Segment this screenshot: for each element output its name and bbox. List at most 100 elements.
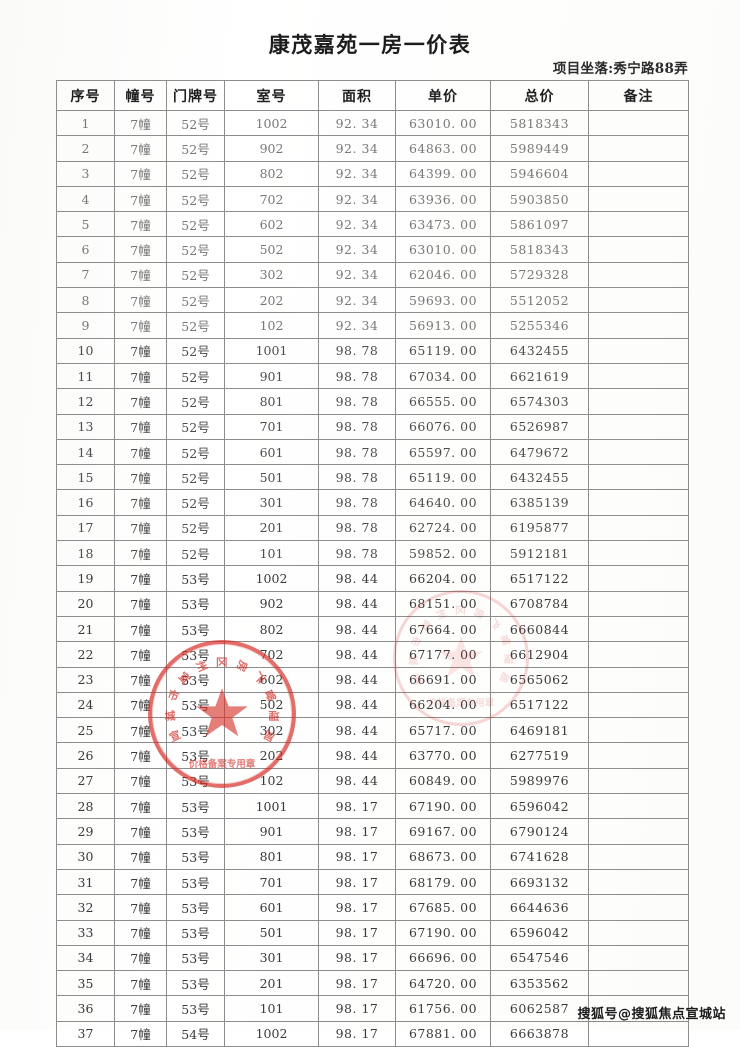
cell-room: 202 [224,287,319,314]
cell-building: 7幢 [114,793,167,820]
column-header-area: 面积 [318,80,396,111]
cell-total: 6621619 [490,362,589,390]
cell-area: 98. 44 [318,717,396,744]
cell-unit: 68673. 00 [395,843,491,870]
cell-building: 7幢 [114,944,167,972]
cell-seq: 22 [56,641,115,668]
cell-door: 53号 [166,944,225,972]
cell-unit: 61756. 00 [395,995,491,1022]
cell-room: 902 [224,135,319,162]
cell-total: 6708784 [490,590,589,617]
cell-total: 5729328 [490,261,589,289]
cell-total: 5512052 [490,287,589,314]
cell-room: 102 [224,767,319,795]
cell-seq: 16 [56,489,115,516]
cell-note [588,312,689,339]
cell-area: 98. 78 [318,514,396,542]
cell-total: 5946604 [490,160,589,187]
cell-unit: 56913. 00 [395,312,491,339]
cell-note [588,464,689,491]
cell-room: 201 [224,970,319,997]
cell-seq: 31 [56,868,115,896]
cell-total: 6596042 [490,919,589,946]
cell-door: 52号 [166,236,225,263]
cell-area: 98. 78 [318,413,396,440]
cell-note [588,944,689,972]
cell-seq: 28 [56,793,115,820]
cell-unit: 65717. 00 [395,717,491,744]
cell-unit: 66555. 00 [395,388,491,415]
table-row: 35 7幢 53号 201 98. 17 64720. 00 6353562 [56,970,689,997]
cell-area: 92. 34 [318,261,396,289]
cell-building: 7幢 [114,287,167,314]
column-header-note: 备注 [588,80,689,111]
table-row: 2 7幢 52号 902 92. 34 64863. 00 5989449 [56,135,689,162]
table-row: 30 7幢 53号 801 98. 17 68673. 00 6741628 [56,843,689,870]
cell-total: 6432455 [490,464,589,491]
cell-seq: 14 [56,438,115,466]
table-row: 31 7幢 53号 701 98. 17 68179. 00 6693132 [56,868,689,896]
cell-note [588,1020,689,1047]
cell-unit: 64399. 00 [395,160,491,187]
cell-unit: 67664. 00 [395,615,491,643]
cell-area: 98. 44 [318,742,396,769]
cell-building: 7幢 [114,185,167,213]
cell-unit: 69167. 00 [395,818,491,845]
cell-area: 98. 78 [318,438,396,466]
cell-seq: 18 [56,540,115,567]
cell-building: 7幢 [114,666,167,693]
cell-building: 7幢 [114,843,167,870]
table-header: 序号 幢号 门牌号 室号 面积 单价 总价 备注 [56,80,689,111]
cell-seq: 10 [56,337,115,364]
cell-building: 7幢 [114,717,167,744]
cell-area: 98. 44 [318,615,396,643]
cell-note [588,438,689,466]
table-row: 32 7幢 53号 601 98. 17 67685. 00 6644636 [56,894,689,921]
cell-area: 98. 17 [318,793,396,820]
cell-unit: 67177. 00 [395,641,491,668]
cell-building: 7幢 [114,236,167,263]
cell-room: 1001 [224,337,319,364]
cell-total: 6741628 [490,843,589,870]
cell-unit: 67881. 00 [395,1020,491,1047]
cell-seq: 24 [56,691,115,719]
cell-unit: 63473. 00 [395,211,491,238]
table-row: 4 7幢 52号 702 92. 34 63936. 00 5903850 [56,185,689,213]
cell-seq: 2 [56,135,115,162]
cell-area: 98. 17 [318,944,396,972]
cell-area: 92. 34 [318,135,396,162]
cell-door: 53号 [166,742,225,769]
cell-unit: 66691. 00 [395,666,491,693]
cell-door: 53号 [166,919,225,946]
table-row: 16 7幢 52号 301 98. 78 64640. 00 6385139 [56,489,689,516]
cell-total: 6432455 [490,337,589,364]
cell-total: 6693132 [490,868,589,896]
cell-room: 601 [224,894,319,921]
cell-area: 92. 34 [318,287,396,314]
table-header-row: 序号 幢号 门牌号 室号 面积 单价 总价 备注 [56,80,689,111]
cell-door: 52号 [166,261,225,289]
table-row: 28 7幢 53号 1001 98. 17 67190. 00 6596042 [56,793,689,820]
cell-seq: 9 [56,312,115,339]
cell-seq: 26 [56,742,115,769]
cell-unit: 66204. 00 [395,691,491,719]
cell-unit: 59852. 00 [395,540,491,567]
cell-total: 6612904 [490,641,589,668]
cell-area: 98. 78 [318,489,396,516]
cell-building: 7幢 [114,995,167,1022]
cell-area: 92. 34 [318,160,396,187]
cell-room: 601 [224,438,319,466]
cell-area: 92. 34 [318,185,396,213]
cell-door: 53号 [166,717,225,744]
cell-unit: 63010. 00 [395,109,491,137]
cell-unit: 65597. 00 [395,438,491,466]
price-table-container: 序号 幢号 门牌号 室号 面积 单价 总价 备注 1 7幢 52号 1002 92. 3… [56,80,689,1047]
cell-seq: 12 [56,388,115,415]
cell-area: 98. 78 [318,362,396,390]
cell-building: 7幢 [114,261,167,289]
cell-room: 701 [224,413,319,440]
cell-total: 5818343 [490,236,589,263]
cell-unit: 67190. 00 [395,793,491,820]
table-row: 36 7幢 53号 101 98. 17 61756. 00 6062587 [56,995,689,1022]
column-header-room: 室号 [224,80,319,111]
